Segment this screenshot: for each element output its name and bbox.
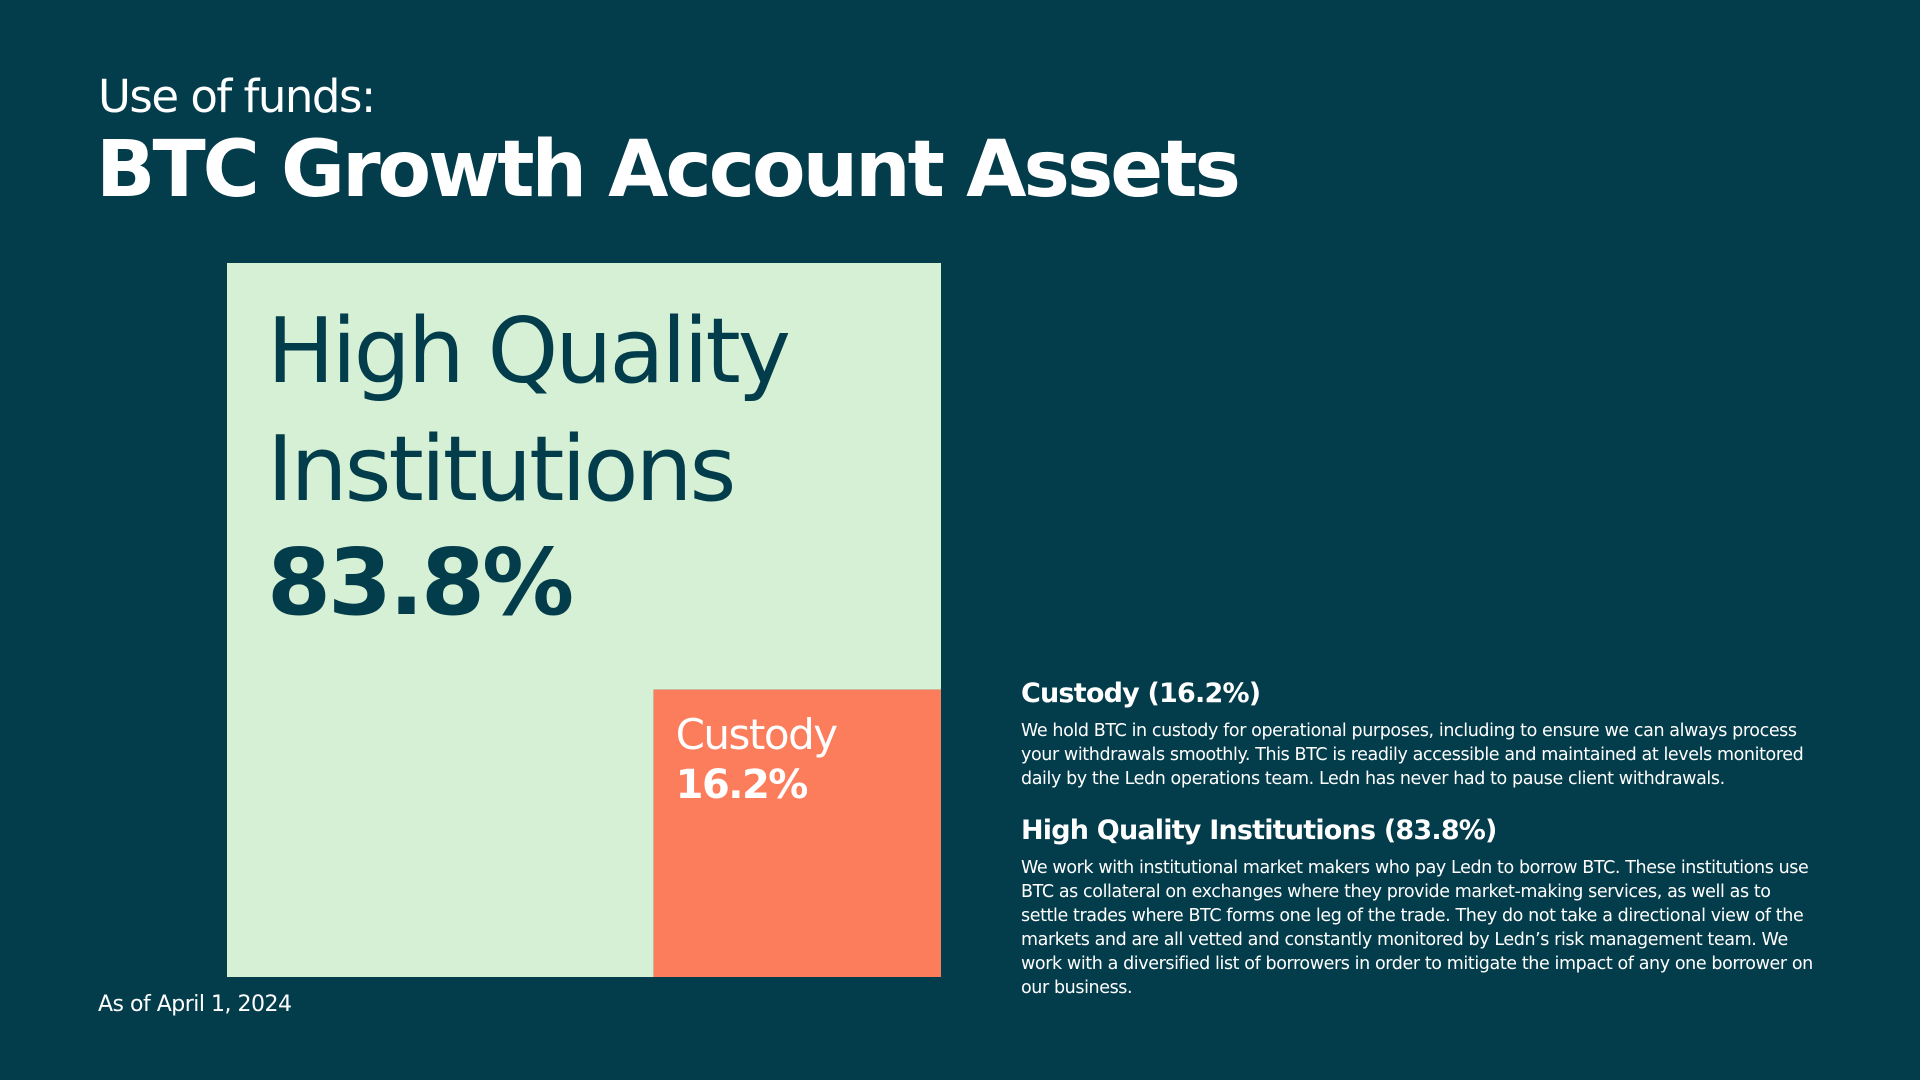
- area-block: [227, 263, 941, 977]
- section-body: We hold BTC in custody for operational p…: [1021, 721, 1804, 789]
- value-label: 16.2%: [675, 761, 809, 808]
- note: As of April 1, 2024: [98, 992, 292, 1017]
- category-label: High Quality Institutions: [267, 299, 791, 522]
- category-label: Custody: [675, 709, 839, 759]
- subtitle: Use of funds:: [98, 70, 376, 123]
- section-body: We work with institutional market makers…: [1021, 858, 1813, 998]
- section-heading: Custody (16.2%): [1021, 678, 1261, 709]
- area-block: [653, 689, 941, 977]
- title: BTC Growth Account Assets: [96, 125, 1241, 215]
- sections: Custody (16.2%) We hold BTC in custody fo…: [1021, 678, 1821, 1024]
- section-heading: High Quality Institutions (83.8%): [1021, 815, 1497, 846]
- block-label: Custody 16.2%: [676, 708, 933, 808]
- block-label: High Quality Institutions 83.8%: [267, 293, 901, 636]
- value-label: 83.8%: [267, 529, 574, 636]
